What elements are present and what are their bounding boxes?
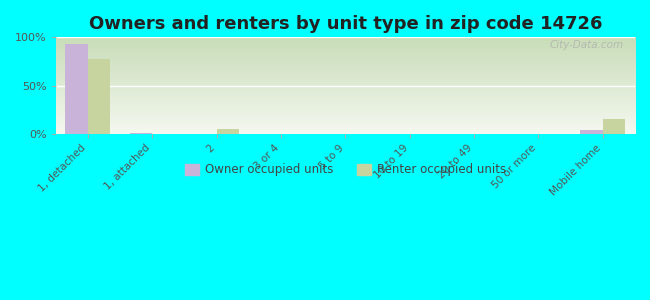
Bar xyxy=(580,130,603,134)
Bar xyxy=(130,133,152,134)
Bar xyxy=(65,44,88,134)
Text: City-Data.com: City-Data.com xyxy=(549,40,623,50)
Title: Owners and renters by unit type in zip code 14726: Owners and renters by unit type in zip c… xyxy=(88,15,602,33)
Bar xyxy=(603,119,625,134)
Legend: Owner occupied units, Renter occupied units: Owner occupied units, Renter occupied un… xyxy=(180,159,511,181)
Bar xyxy=(88,58,110,134)
Bar xyxy=(216,129,239,134)
